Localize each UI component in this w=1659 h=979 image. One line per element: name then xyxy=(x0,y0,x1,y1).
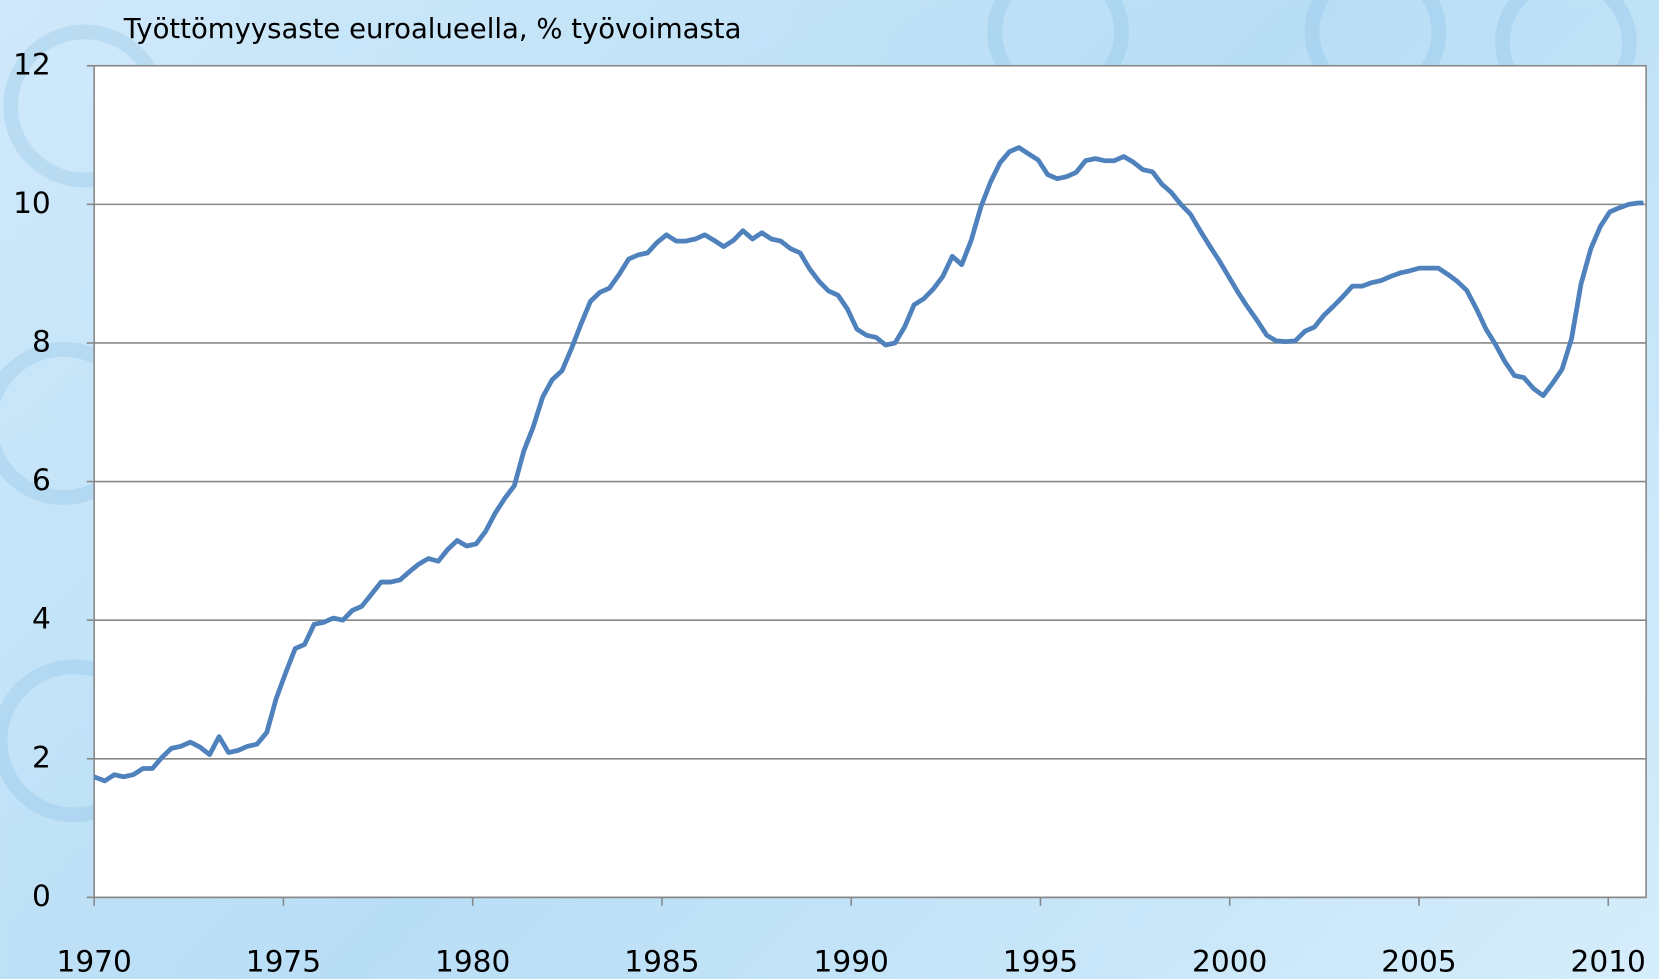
x-tick-label: 2000 xyxy=(1192,944,1267,978)
x-tick-label: 1995 xyxy=(1003,944,1078,978)
y-tick-label: 6 xyxy=(32,463,51,497)
y-tick-label: 10 xyxy=(13,186,51,220)
y-tick-label: 0 xyxy=(32,879,51,913)
x-tick-label: 2005 xyxy=(1381,944,1456,978)
x-tick-label: 2010 xyxy=(1571,944,1646,978)
x-tick-label: 1970 xyxy=(56,944,131,978)
chart-title: Työttömyysaste euroalueella, % työvoimas… xyxy=(123,13,742,45)
x-tick-label: 1975 xyxy=(246,944,321,978)
x-tick-label: 1985 xyxy=(624,944,699,978)
y-tick-label: 12 xyxy=(13,47,51,81)
data-line xyxy=(93,145,1644,784)
y-tick-label: 8 xyxy=(32,324,51,358)
y-tick-label: 4 xyxy=(32,602,51,636)
x-tick-label: 1990 xyxy=(814,944,889,978)
y-tick-label: 2 xyxy=(32,740,51,774)
x-tick-label: 1980 xyxy=(435,944,510,978)
